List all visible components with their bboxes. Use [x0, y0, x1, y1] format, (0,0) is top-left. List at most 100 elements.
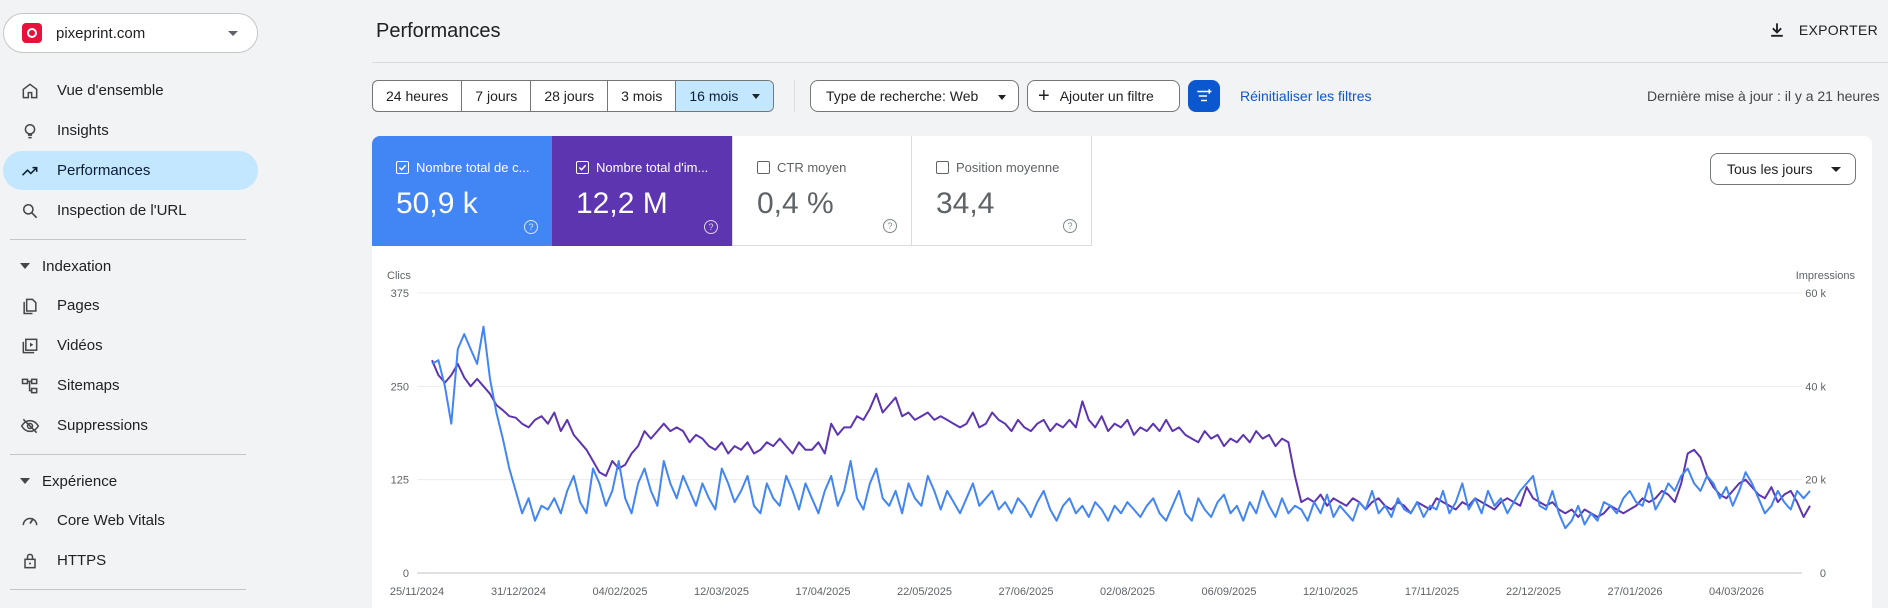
metric-value: 0,4 % [757, 187, 834, 220]
speedometer-icon [22, 517, 38, 525]
section-indexing[interactable]: Indexation [20, 254, 111, 278]
x-tick-label: 27/01/2026 [1607, 586, 1662, 598]
nav-label: Suppressions [57, 417, 148, 434]
export-button[interactable]: EXPORTER [1767, 20, 1878, 40]
metric-label: Nombre total de c... [416, 160, 530, 175]
clicks-series-line [431, 325, 1811, 530]
header-divider [372, 62, 1888, 63]
checkbox-unchecked-icon[interactable] [757, 161, 770, 174]
granularity-label: Tous les jours [1727, 161, 1813, 177]
dropdown-caret-icon [752, 93, 761, 99]
range-3m[interactable]: 3 mois [608, 81, 677, 111]
trending-up-icon [21, 166, 38, 176]
dropdown-caret-icon [998, 95, 1006, 100]
nav-item-insights[interactable]: Insights [3, 111, 258, 150]
metric-card-clicks[interactable]: Nombre total de c... 50,9 k ? [372, 136, 552, 246]
help-icon[interactable]: ? [883, 219, 897, 233]
nav-label: Insights [57, 122, 109, 139]
nav-label: Vue d'ensemble [57, 82, 164, 99]
nav-item-overview[interactable]: Vue d'ensemble [3, 71, 258, 110]
impressions-series-line [431, 359, 1811, 518]
lightbulb-icon [24, 123, 36, 138]
section-label: Indexation [42, 257, 112, 275]
nav-item-performance[interactable]: Performances [3, 151, 258, 190]
x-tick-label: 17/04/2025 [795, 586, 850, 598]
help-icon[interactable]: ? [704, 220, 718, 234]
left-tick-label: 0 [403, 568, 409, 580]
nav-item-pages[interactable]: Pages [3, 286, 258, 325]
nav-item-sitemaps[interactable]: Sitemaps [3, 366, 258, 405]
visibility-off-icon [20, 418, 40, 433]
x-tick-label: 12/03/2025 [694, 586, 749, 598]
checkbox-checked-icon[interactable] [396, 161, 409, 174]
reset-filters-link[interactable]: Réinitialiser les filtres [1240, 88, 1372, 104]
nav-label: Vidéos [57, 337, 103, 354]
collapse-caret-icon [20, 478, 30, 484]
date-range-group: 24 heures 7 jours 28 jours 3 mois 16 moi… [372, 80, 775, 112]
property-name: pixeprint.com [56, 24, 146, 42]
page-title: Performances [376, 20, 501, 42]
nav-label: Sitemaps [57, 377, 120, 394]
range-16m-label: 16 mois [689, 88, 739, 104]
metric-label: Position moyenne [956, 160, 1060, 175]
right-tick-label: 60 k [1805, 288, 1826, 300]
granularity-select[interactable]: Tous les jours [1710, 153, 1856, 185]
metric-label: Nombre total d'im... [596, 160, 709, 175]
nav-label: Core Web Vitals [57, 512, 165, 529]
x-tick-label: 27/06/2025 [998, 586, 1053, 598]
nav-divider [10, 589, 246, 590]
nav-label: HTTPS [57, 552, 107, 569]
range-16m[interactable]: 16 mois [676, 81, 774, 111]
x-tick-label: 17/11/2025 [1405, 586, 1459, 598]
site-favicon-icon [22, 23, 42, 43]
metric-card-position[interactable]: Position moyenne 34,4 ? [912, 136, 1092, 246]
nav-item-removals[interactable]: Suppressions [3, 406, 258, 445]
nav-label: Inspection de l'URL [57, 202, 187, 219]
collapse-caret-icon [20, 263, 30, 269]
x-tick-label: 06/09/2025 [1201, 586, 1256, 598]
metric-card-impressions[interactable]: Nombre total d'im... 12,2 M ? [552, 136, 732, 246]
nav-label: Performances [57, 162, 151, 179]
x-tick-label: 04/02/2025 [592, 586, 647, 598]
nav-item-https[interactable]: HTTPS [3, 541, 258, 580]
last-update-text: Dernière mise à jour : il y a 21 heures [1647, 88, 1880, 104]
metric-label: CTR moyen [777, 160, 847, 175]
search-type-filter[interactable]: Type de recherche: Web [810, 80, 1019, 112]
lock-icon [24, 553, 36, 568]
left-tick-label: 250 [391, 381, 409, 393]
export-label: EXPORTER [1798, 22, 1878, 38]
x-tick-label: 12/10/2025 [1303, 586, 1358, 598]
dropdown-caret-icon [228, 31, 238, 36]
metric-value: 34,4 [936, 187, 995, 220]
help-icon[interactable]: ? [1063, 219, 1077, 233]
pages-icon [23, 298, 37, 314]
range-7d[interactable]: 7 jours [462, 81, 532, 111]
section-experience[interactable]: Expérience [20, 469, 117, 493]
left-tick-label: 375 [391, 288, 409, 300]
metric-card-ctr[interactable]: CTR moyen 0,4 % ? [732, 136, 912, 246]
metric-value: 50,9 k [396, 187, 478, 220]
property-selector[interactable]: pixeprint.com [3, 13, 258, 53]
dropdown-caret-icon [1831, 167, 1841, 172]
help-icon[interactable]: ? [524, 220, 538, 234]
download-icon [1770, 23, 1783, 37]
checkbox-checked-icon[interactable] [576, 161, 589, 174]
x-tick-label: 22/05/2025 [897, 586, 952, 598]
filter-settings-button[interactable] [1188, 80, 1220, 112]
nav-item-videos[interactable]: Vidéos [3, 326, 258, 365]
checkbox-unchecked-icon[interactable] [936, 161, 949, 174]
performance-chart: Clics Impressions 0 0 125 20 k 250 40 k 375 60 k 2… [387, 270, 1856, 598]
metric-value: 12,2 M [576, 187, 668, 220]
plus-icon: + [1038, 85, 1050, 107]
nav-item-core-web-vitals[interactable]: Core Web Vitals [3, 501, 258, 540]
nav-item-url-inspection[interactable]: Inspection de l'URL [3, 191, 258, 230]
x-tick-label: 22/12/2025 [1506, 586, 1561, 598]
range-28d[interactable]: 28 jours [531, 81, 609, 111]
add-filter-button[interactable]: + Ajouter un filtre [1027, 80, 1180, 112]
filter-separator [794, 80, 795, 112]
range-24h[interactable]: 24 heures [373, 81, 463, 111]
right-tick-label: 0 [1820, 568, 1826, 580]
search-icon [23, 203, 38, 218]
right-tick-label: 20 k [1805, 475, 1826, 487]
search-type-label: Type de recherche: Web [826, 88, 979, 104]
